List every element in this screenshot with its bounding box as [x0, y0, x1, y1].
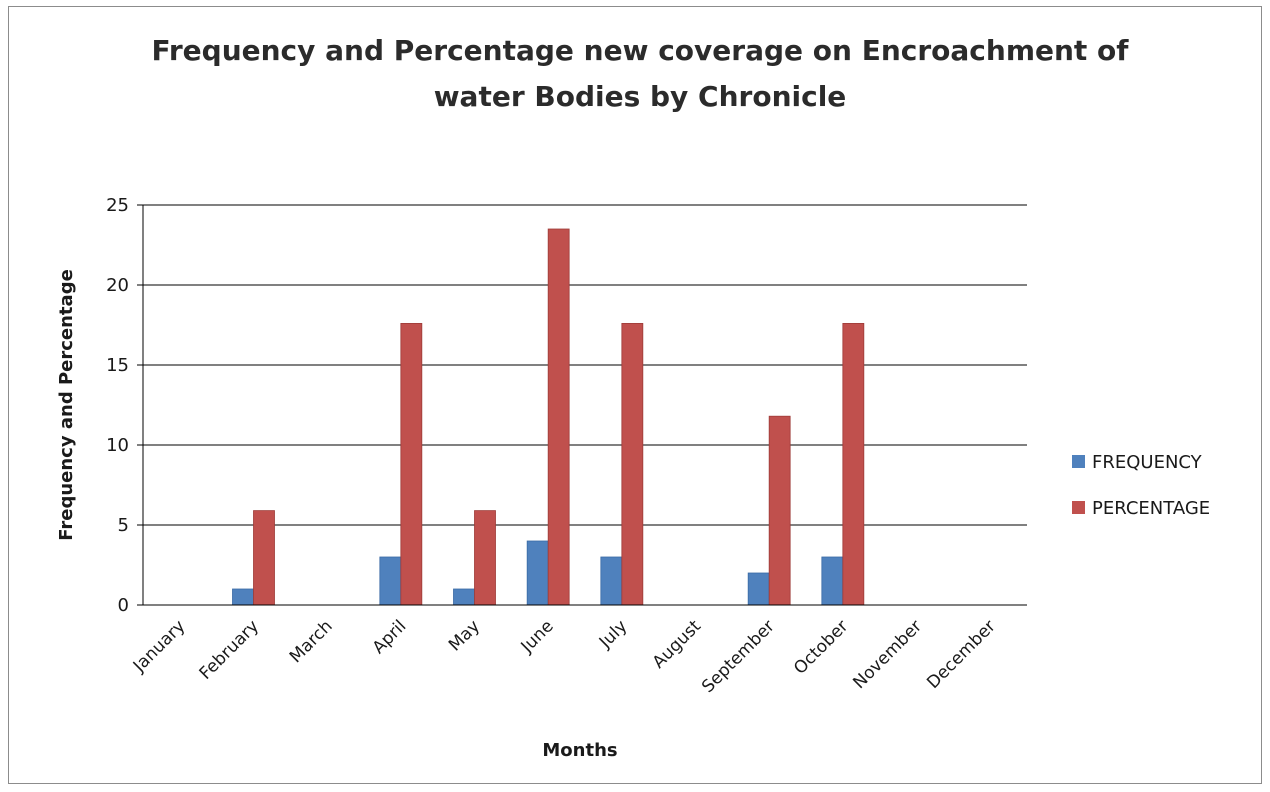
x-axis-category-labels: January February March April May June July Augu…	[129, 616, 1000, 697]
chart-title: Frequency and Percentage new coverage on…	[152, 34, 1130, 113]
frequency-bar-october	[821, 556, 844, 606]
frequency-legend-label: FREQUENCY	[1092, 452, 1203, 473]
frequency-bar-september	[747, 572, 770, 606]
percentage-legend-label: PERCENTAGE	[1092, 498, 1210, 519]
x-category-label-november: November	[849, 616, 926, 693]
y-tick-label: 10	[106, 435, 129, 456]
y-tick-label: 15	[106, 355, 129, 376]
y-axis-ticks: 0 5 10 15 20 25	[106, 195, 143, 616]
y-tick-label: 25	[106, 195, 129, 216]
frequency-bar-july	[600, 556, 623, 606]
y-axis-title: Frequency and Percentage	[56, 269, 77, 541]
percentage-bar-february	[253, 510, 275, 606]
percentage-bar-april	[400, 322, 423, 606]
x-category-label-july: July	[595, 616, 631, 652]
frequency-bar-june	[526, 540, 549, 606]
x-category-label-april: April	[369, 616, 411, 658]
x-category-label-march: March	[286, 616, 337, 667]
x-category-label-june: June	[517, 616, 558, 657]
x-category-label-september: September	[698, 616, 779, 697]
x-category-label-february: February	[196, 616, 263, 683]
legend: FREQUENCY PERCENTAGE	[1072, 452, 1210, 519]
chart-title-line-2: water Bodies by Chronicle	[434, 80, 847, 113]
axes	[137, 205, 1027, 606]
percentage-legend-swatch	[1072, 501, 1085, 514]
x-axis-title: Months	[542, 740, 617, 761]
x-category-label-december: December	[923, 616, 999, 692]
y-tick-label: 0	[118, 595, 129, 616]
frequency-legend-swatch	[1072, 455, 1085, 468]
bars	[232, 228, 865, 606]
percentage-bar-july	[621, 322, 644, 606]
x-category-label-august: August	[649, 616, 705, 672]
percentage-bar-june	[547, 228, 570, 606]
x-category-label-october: October	[790, 616, 852, 678]
chart-title-line-1: Frequency and Percentage new coverage on…	[152, 34, 1130, 67]
y-tick-label: 20	[106, 275, 129, 296]
x-category-label-may: May	[445, 616, 484, 655]
percentage-bar-october	[842, 322, 865, 606]
frequency-bar-february	[232, 588, 254, 606]
frequency-bar-may	[453, 588, 475, 606]
gridlines	[143, 204, 1027, 526]
x-category-label-january: January	[129, 616, 189, 676]
percentage-bar-september	[768, 415, 791, 606]
y-tick-label: 5	[118, 515, 129, 536]
percentage-bar-may	[474, 510, 496, 606]
frequency-bar-april	[379, 556, 402, 606]
